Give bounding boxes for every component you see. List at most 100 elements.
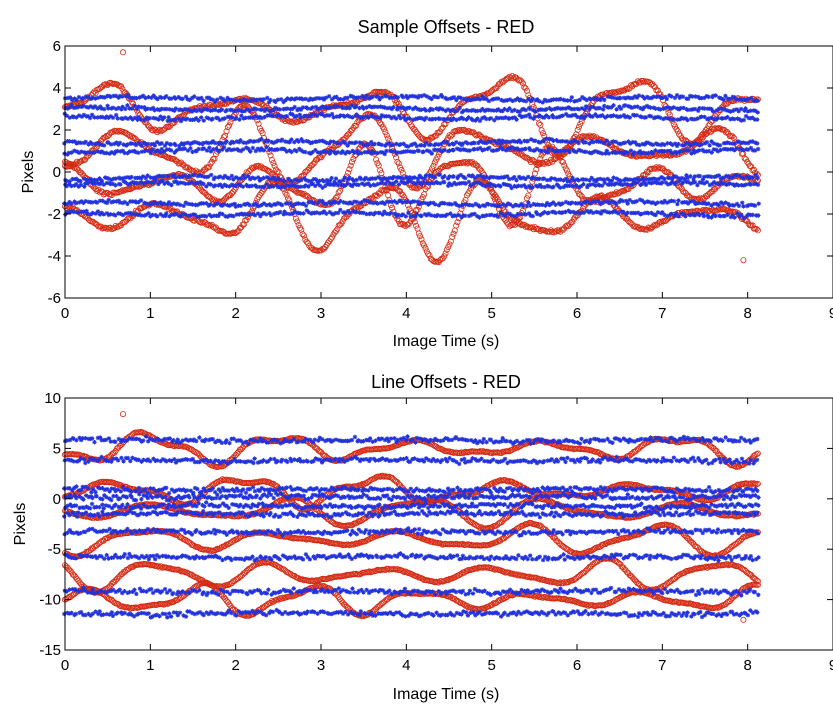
- sample-offsets-blue-point: [461, 116, 466, 122]
- sample-offsets-red-point: [560, 159, 567, 166]
- sample-offsets-blue-point: [90, 210, 95, 216]
- sample-offsets-blue-point: [395, 95, 401, 100]
- sample-offsets-red-point: [118, 188, 125, 195]
- sample-offsets-red-point: [211, 155, 218, 162]
- sample-offsets-y-tick-label: 4: [53, 80, 61, 97]
- sample-offsets-red-point: [381, 126, 388, 133]
- sample-offsets-blue-point: [564, 139, 570, 144]
- sample-offsets-blue-point: [279, 202, 285, 208]
- sample-offsets-red-point: [753, 170, 760, 177]
- sample-offsets-blue-point: [512, 174, 517, 180]
- sample-offsets-blue-point: [201, 146, 207, 151]
- sample-offsets-blue-point: [335, 150, 340, 155]
- sample-offsets-blue-point: [419, 175, 424, 180]
- sample-offsets-red-point: [206, 163, 213, 170]
- sample-offsets-red-point: [451, 227, 458, 234]
- sample-offsets-title: Sample Offsets - RED: [358, 17, 535, 37]
- sample-offsets-blue-point: [627, 197, 632, 203]
- sample-offsets-blue-point: [165, 118, 170, 124]
- sample-offsets-red-point: [702, 127, 709, 134]
- sample-offsets-blue-point: [310, 150, 315, 155]
- sample-offsets-red-point: [224, 124, 231, 131]
- sample-offsets-blue-point: [366, 115, 371, 120]
- sample-offsets-y-tick-label: -4: [48, 248, 61, 265]
- sample-offsets-y-tick-label: 6: [53, 38, 61, 55]
- sample-offsets-x-tick-label: 5: [487, 305, 495, 322]
- sample-offsets-blue-point: [498, 184, 503, 189]
- sample-offsets-blue-point: [755, 182, 761, 187]
- sample-offsets-blue-point: [581, 182, 586, 187]
- sample-offsets-red-point: [537, 121, 544, 128]
- sample-offsets-blue-point: [303, 149, 308, 155]
- sample-offsets-blue-point: [379, 142, 384, 148]
- sample-offsets-blue-point: [453, 182, 459, 187]
- sample-offsets-red-point: [730, 134, 737, 141]
- sample-offsets-red-point: [383, 132, 390, 139]
- sample-offsets-blue-point: [164, 94, 169, 99]
- sample-offsets-blue-point: [711, 141, 717, 146]
- sample-offsets-blue-point: [540, 202, 545, 207]
- sample-offsets-y-axis-label: Pixels: [20, 151, 37, 194]
- sample-offsets-panel: Sample Offsets - RED 0123456789-6-4-2024…: [20, 17, 833, 350]
- sample-offsets-y-tick-label: 2: [53, 122, 61, 139]
- sample-offsets-blue-point: [123, 106, 128, 112]
- sample-offsets-red-point: [270, 159, 277, 166]
- sample-offsets-red-point: [74, 158, 81, 165]
- sample-offsets-blue-point: [278, 209, 283, 215]
- sample-offsets-red-point: [546, 159, 553, 166]
- sample-offsets-blue-point: [261, 175, 266, 181]
- sample-offsets-red-point: [393, 99, 400, 106]
- sample-offsets-red-point: [477, 166, 484, 173]
- sample-offsets-red-point: [617, 88, 624, 95]
- sample-offsets-x-tick-label: 4: [402, 305, 410, 322]
- sample-offsets-red-point: [724, 128, 731, 135]
- sample-offsets-x-tick-label: 1: [146, 305, 154, 322]
- sample-offsets-blue-point: [190, 149, 195, 155]
- sample-offsets-blue-point: [224, 139, 229, 144]
- sample-offsets-red-point: [650, 83, 657, 90]
- sample-offsets-blue-point: [521, 203, 526, 209]
- sample-offsets-blue-point: [375, 201, 380, 206]
- sample-offsets-red-point: [220, 133, 227, 140]
- sample-offsets-blue-point: [514, 117, 519, 122]
- sample-offsets-red-point: [395, 160, 402, 167]
- sample-offsets-blue-point: [697, 173, 703, 179]
- sample-offsets-red-point: [438, 125, 445, 132]
- sample-offsets-red-point: [271, 162, 278, 169]
- sample-offsets-red-point: [450, 230, 457, 237]
- sample-offsets-blue-point: [613, 150, 619, 156]
- sample-offsets-blue-point: [220, 211, 225, 217]
- sample-offsets-blue-point: [727, 181, 732, 186]
- sample-offsets-red-point: [92, 186, 99, 193]
- sample-offsets-blue-point: [161, 201, 167, 206]
- sample-offsets-blue-point: [429, 151, 434, 156]
- sample-offsets-blue-point: [676, 141, 681, 147]
- sample-offsets-red-series: [62, 49, 761, 266]
- sample-offsets-blue-point: [181, 203, 186, 208]
- sample-offsets-red-point: [146, 123, 153, 130]
- sample-offsets-x-tick-label: 3: [317, 305, 325, 322]
- sample-offsets-red-point: [242, 102, 249, 109]
- sample-offsets-y-tick-label: -6: [48, 290, 61, 307]
- sample-offsets-red-point: [744, 158, 751, 165]
- sample-offsets-blue-point: [442, 180, 447, 185]
- sample-offsets-red-point: [331, 143, 338, 150]
- sample-offsets-blue-point: [666, 175, 672, 181]
- sample-offsets-red-point: [166, 154, 173, 161]
- sample-offsets-blue-point: [606, 151, 612, 156]
- sample-offsets-blue-point: [268, 97, 273, 103]
- sample-offsets-blue-point: [451, 174, 456, 179]
- sample-offsets-x-tick-label: 2: [231, 305, 239, 322]
- sample-offsets-red-point: [548, 156, 555, 163]
- sample-offsets-red-point: [561, 162, 568, 169]
- sample-offsets-blue-point: [92, 150, 97, 155]
- sample-offsets-blue-point: [331, 115, 336, 120]
- sample-offsets-red-point: [454, 128, 461, 135]
- sample-offsets-blue-point: [576, 178, 581, 183]
- sample-offsets-blue-point: [755, 117, 760, 122]
- sample-offsets-red-point: [222, 132, 229, 139]
- sample-offsets-blue-point: [569, 95, 574, 100]
- sample-offsets-blue-point: [372, 141, 377, 147]
- sample-offsets-blue-point: [558, 185, 563, 190]
